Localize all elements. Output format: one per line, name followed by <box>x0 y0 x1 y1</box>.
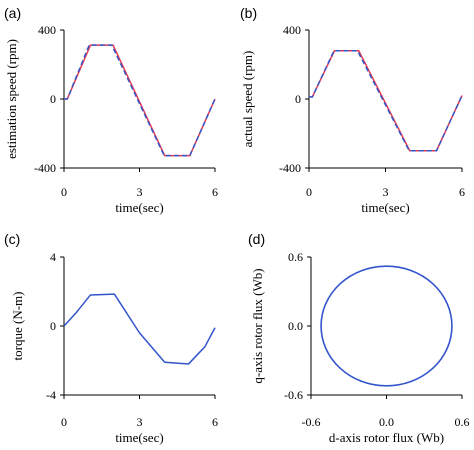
x-tick-label-d: 0.6 <box>455 415 470 429</box>
x-tick-label-a: 0 <box>61 185 67 199</box>
x-axis-label-c: time(sec) <box>115 430 163 445</box>
chart-c: (c) -4 0 4 0 3 6 time(sec) torque (N-m) <box>4 231 218 445</box>
series-line-a-1 <box>64 44 216 157</box>
series-line-c-0 <box>63 293 216 365</box>
x-tick-label-d: 0.0 <box>379 415 394 429</box>
x-tick-label-b: 0 <box>306 185 312 199</box>
x-tick-label-b: 3 <box>383 185 389 199</box>
panel-label-d: (d) <box>248 231 265 247</box>
y-tick-label-b: 400 <box>283 23 301 37</box>
y-tick-label-d: 0.6 <box>288 250 303 264</box>
x-tick-label-c: 6 <box>212 415 218 429</box>
y-tick-label-d: -0.6 <box>284 388 303 402</box>
series-line-b-0 <box>309 49 463 152</box>
x-tick-label-a: 3 <box>137 185 143 199</box>
panel-label-c: (c) <box>4 231 20 247</box>
series-line-b-1 <box>309 49 463 152</box>
y-tick-label-a: -400 <box>34 161 56 175</box>
y-tick-label-c: -4 <box>46 388 56 402</box>
x-tick-label-d: -0.6 <box>302 415 321 429</box>
x-tick-label-c: 3 <box>137 415 143 429</box>
y-axis-label-a: estimation speed (rpm) <box>4 39 19 159</box>
chart-b: (b) -400 0 400 0 3 6 time(sec) actual speed (rpm… <box>240 5 465 215</box>
y-axis-label-c: torque (N-m) <box>10 292 25 361</box>
panel-label-b: (b) <box>240 5 257 21</box>
y-axis-label-b: actual speed (rpm) <box>240 51 255 148</box>
x-axis-label-a: time(sec) <box>115 200 163 215</box>
panel-label-a: (a) <box>4 5 21 21</box>
y-tick-label-d: 0.0 <box>288 319 303 333</box>
y-axis-label-d: q-axis rotor flux (Wb) <box>250 268 265 383</box>
x-axis-label-d: d-axis rotor flux (Wb) <box>329 430 444 445</box>
y-tick-label-a: 400 <box>38 23 56 37</box>
chart-a: (a) -400 0 400 0 3 6 time(sec) estimation speed … <box>4 5 218 215</box>
x-tick-label-b: 6 <box>459 185 465 199</box>
y-tick-label-b: -400 <box>279 161 301 175</box>
chart-d: (d) -0.6 0.0 0.6 -0.6 0.0 0.6 d-axis rotor flux… <box>248 231 470 445</box>
y-tick-label-c: 4 <box>50 250 56 264</box>
y-tick-label-c: 0 <box>50 319 56 333</box>
series-line-a-0 <box>64 44 216 157</box>
flux-trajectory-circle <box>320 265 453 387</box>
y-tick-label-b: 0 <box>295 92 301 106</box>
y-tick-label-a: 0 <box>50 92 56 106</box>
x-tick-label-c: 0 <box>61 415 67 429</box>
x-axis-label-b: time(sec) <box>361 200 409 215</box>
x-tick-label-a: 6 <box>212 185 218 199</box>
